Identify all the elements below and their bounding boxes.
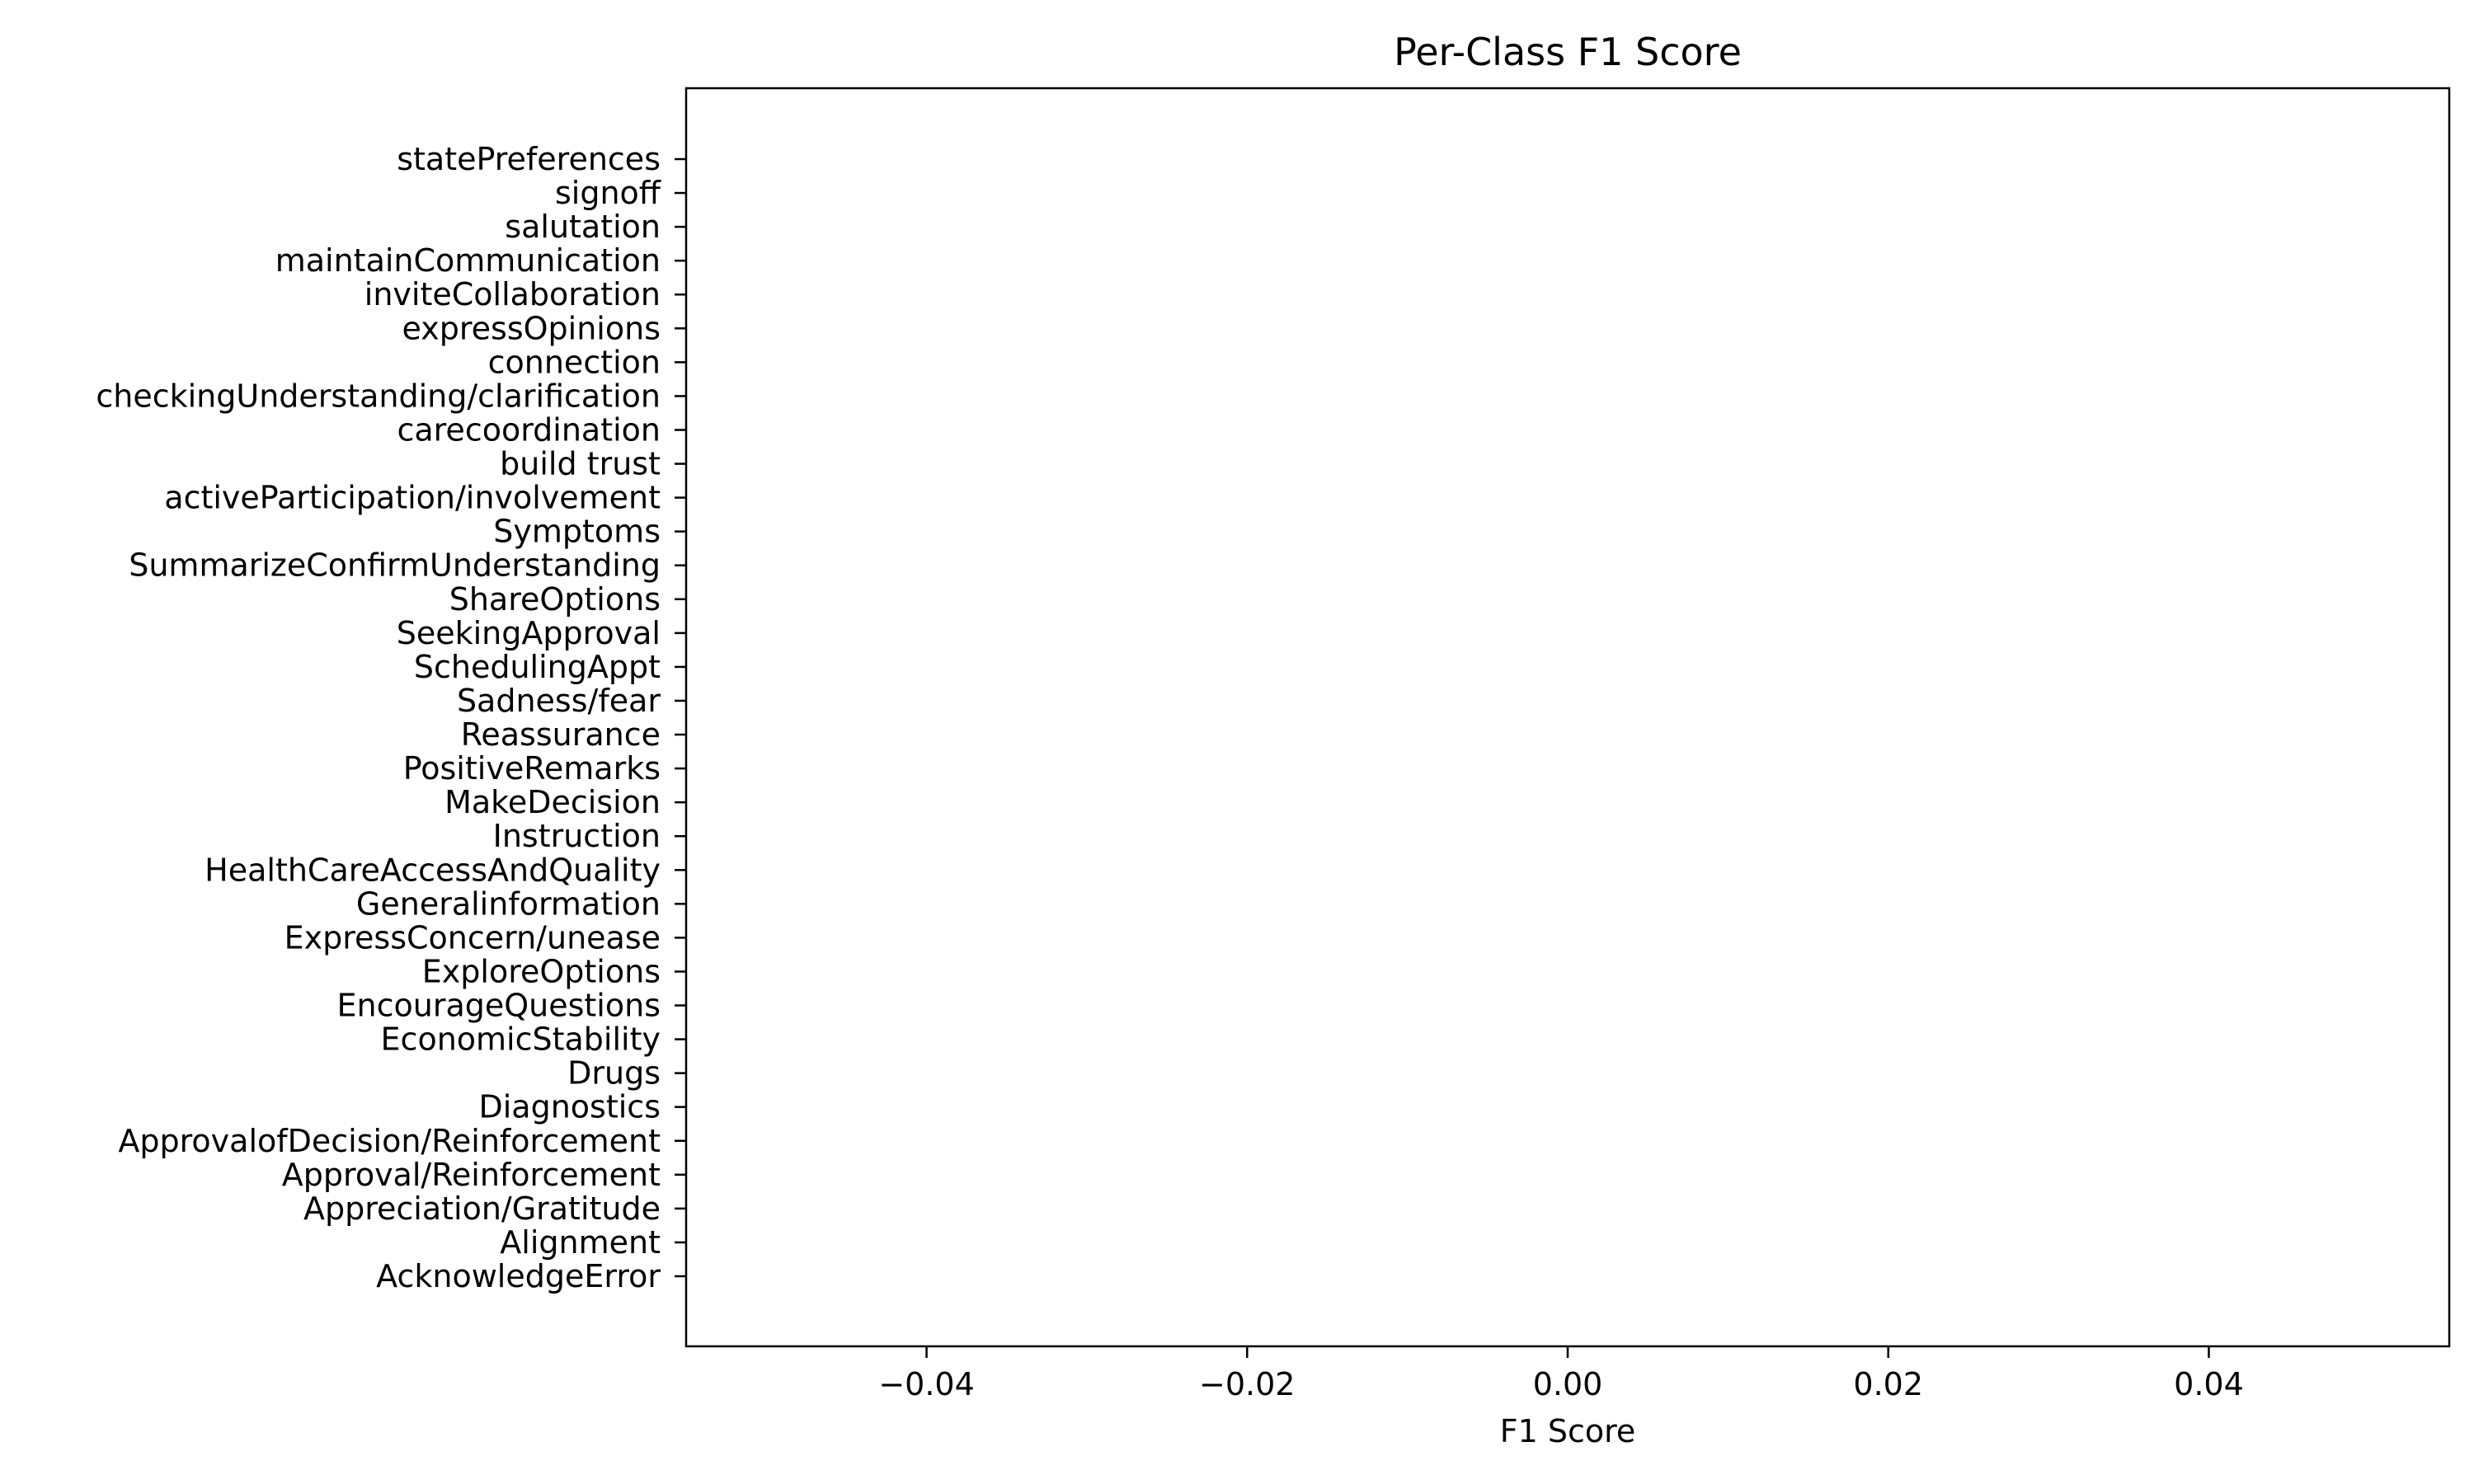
y-tick-label: carecoordination [397,411,661,448]
y-tick-label: ApprovalofDecision/Reinforcement [118,1123,661,1159]
y-tick-label: HealthCareAccessAndQuality [205,852,661,888]
y-tick-label: EconomicStability [381,1021,661,1058]
x-tick-label: 0.02 [1853,1366,1923,1402]
x-tick-label: 0.00 [1533,1366,1603,1402]
y-tick-label: SeekingApproval [397,615,661,651]
y-tick-label: ExploreOptions [422,953,661,989]
y-tick-label: connection [488,344,661,380]
y-tick-label: Approval/Reinforcement [282,1157,661,1193]
y-tick-label: SummarizeConfirmUnderstanding [129,547,661,584]
y-axis: AcknowledgeErrorAlignmentAppreciation/Gr… [96,141,686,1294]
y-tick-label: Reassurance [461,716,661,753]
x-axis: −0.04 −0.02 0.00 0.02 0.04 [878,1346,2244,1402]
y-tick-label: Symptoms [493,514,661,550]
y-tick-label: maintainCommunication [275,242,661,279]
x-axis-label: F1 Score [1500,1413,1636,1449]
y-tick-label: signoff [555,175,661,211]
y-tick-label: Diagnostics [478,1089,661,1125]
y-tick-label: ShareOptions [449,581,661,618]
y-tick-label: Generalinformation [356,885,661,922]
y-tick-label: Drugs [567,1055,661,1092]
x-tick-label: 0.04 [2174,1366,2244,1402]
y-tick-label: SchedulingAppt [414,649,661,685]
y-tick-label: Instruction [493,818,661,854]
y-tick-label: Appreciation/Gratitude [303,1190,661,1227]
y-tick-label: EncourageQuestions [337,988,661,1024]
y-tick-label: expressOpinions [402,310,661,346]
y-tick-label: activeParticipation/involvement [164,480,661,516]
y-tick-label: checkingUnderstanding/clarification [96,378,661,414]
y-tick-label: MakeDecision [444,784,661,820]
y-tick-label: build trust [500,446,661,482]
y-tick-label: PositiveRemarks [403,750,661,787]
x-tick-label: −0.04 [878,1366,974,1402]
chart-title: Per-Class F1 Score [1394,30,1742,74]
y-tick-label: AcknowledgeError [376,1258,661,1294]
x-tick-label: −0.02 [1199,1366,1295,1402]
y-tick-label: Alignment [500,1224,661,1261]
y-tick-label: ExpressConcern/unease [285,919,661,956]
y-tick-label: statePreferences [397,141,661,177]
plot-frame [684,87,2451,1348]
y-tick-label: inviteCollaboration [365,276,661,312]
y-tick-label: salutation [505,209,661,245]
y-tick-label: Sadness/fear [457,683,661,719]
